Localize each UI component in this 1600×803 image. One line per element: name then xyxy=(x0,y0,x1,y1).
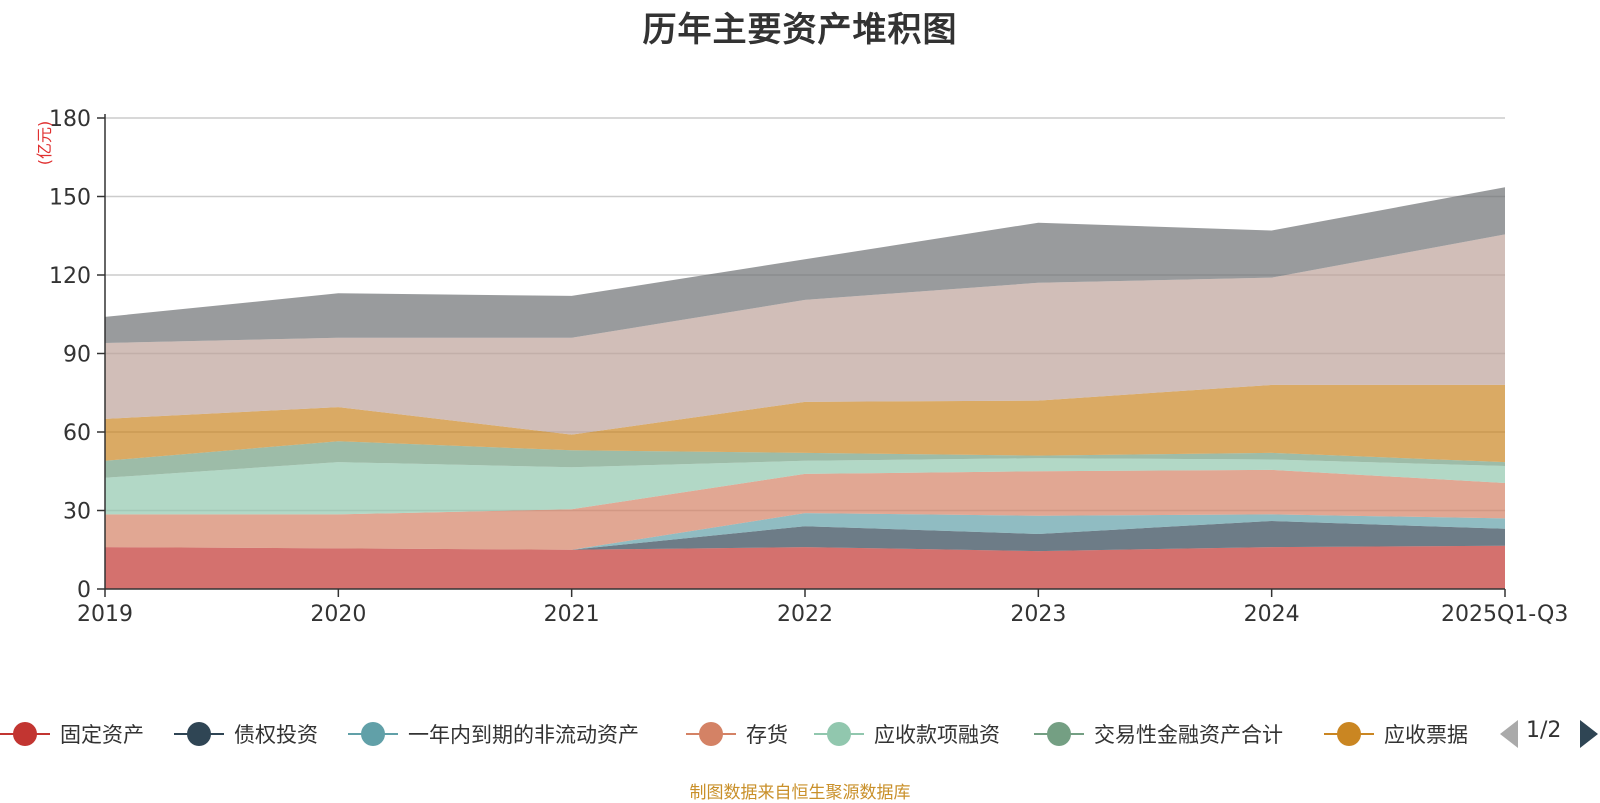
legend-prev-page-icon[interactable] xyxy=(1500,720,1518,748)
legend-label: 固定资产 xyxy=(60,723,144,747)
chart-title: 历年主要资产堆积图 xyxy=(642,10,958,50)
area-series-2[interactable] xyxy=(105,521,1505,552)
source-note: 制图数据来自恒生聚源数据库 xyxy=(689,783,911,803)
legend-label: 一年内到期的非流动资产 xyxy=(408,723,639,747)
area-series-6[interactable] xyxy=(105,441,1505,478)
area-series-4[interactable] xyxy=(105,469,1505,550)
area-series-7[interactable] xyxy=(105,384,1505,463)
y-tick-label: 90 xyxy=(63,343,91,368)
area-series-3[interactable] xyxy=(105,513,1505,550)
area-series-9[interactable] xyxy=(105,187,1505,343)
area-series-8[interactable] xyxy=(105,234,1505,435)
y-tick-label: 0 xyxy=(77,578,91,603)
legend-item[interactable]: 交易性金融资产合计 xyxy=(1034,716,1283,752)
legend-marker-icon xyxy=(1324,716,1374,752)
x-tick-label: 2023 xyxy=(1010,602,1066,627)
legend-item[interactable]: 存货 xyxy=(686,716,788,752)
legend-label: 应收款项融资 xyxy=(874,723,1000,747)
y-tick-label: 60 xyxy=(63,421,91,446)
x-tick-label: 2022 xyxy=(777,602,833,627)
legend-item[interactable]: 债权投资 xyxy=(174,716,318,752)
y-tick-label: 180 xyxy=(49,107,91,132)
area-series-5[interactable] xyxy=(105,458,1505,515)
y-axis-unit-label: (亿元) xyxy=(35,121,54,166)
y-tick-label: 120 xyxy=(49,264,91,289)
legend-item[interactable]: 应收票据 xyxy=(1324,716,1468,752)
legend-pager: 1/2 xyxy=(1500,718,1600,752)
legend-item[interactable]: 应收款项融资 xyxy=(814,716,1000,752)
legend-marker-icon xyxy=(686,716,736,752)
x-tick-label: 2020 xyxy=(310,602,366,627)
x-tick-label: 2024 xyxy=(1244,602,1300,627)
x-tick-label: 2021 xyxy=(544,602,600,627)
legend-label: 交易性金融资产合计 xyxy=(1094,723,1283,747)
legend-marker-icon xyxy=(348,716,398,752)
legend-item[interactable]: 一年内到期的非流动资产 xyxy=(348,716,639,752)
legend-label: 债权投资 xyxy=(234,723,318,747)
x-tick-label: 2019 xyxy=(77,602,133,627)
legend-item[interactable]: 固定资产 xyxy=(0,716,144,752)
legend-next-page-icon[interactable] xyxy=(1580,720,1598,748)
area-series-1[interactable] xyxy=(105,545,1505,589)
y-tick-label: 150 xyxy=(49,186,91,211)
y-tick-label: 30 xyxy=(63,500,91,525)
legend-label: 应收票据 xyxy=(1384,723,1468,747)
legend-label: 存货 xyxy=(746,723,788,747)
legend-marker-icon xyxy=(1034,716,1084,752)
legend-marker-icon xyxy=(0,716,50,752)
legend-marker-icon xyxy=(814,716,864,752)
legend-marker-icon xyxy=(174,716,224,752)
legend: 固定资产 债权投资 一年内到期的非流动资产 存货 应收款项融资 交易性金融资产合计 应收票据 xyxy=(0,716,1600,752)
x-tick-label: 2025Q1-Q3 xyxy=(1441,602,1568,627)
legend-page-indicator: 1/2 xyxy=(1526,718,1562,743)
